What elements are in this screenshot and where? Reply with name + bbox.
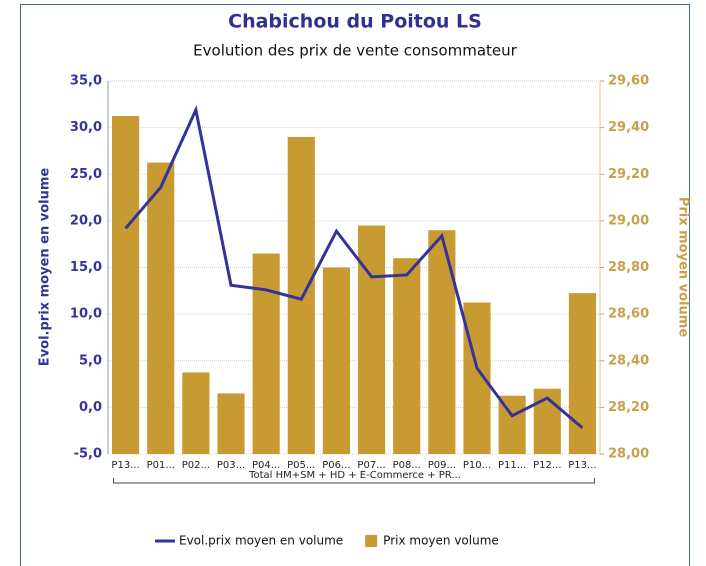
x-tick-label: P02... <box>182 460 210 471</box>
bar <box>147 162 175 454</box>
bar <box>217 393 245 454</box>
x-tick-label: P12... <box>533 460 561 471</box>
bar <box>322 267 350 454</box>
x-tick-label: P01... <box>147 460 175 471</box>
chart-title: Chabichou du Poitou LS <box>228 11 482 33</box>
y2-axis-label: Prix moyen volume <box>676 197 691 338</box>
y-tick-label: 30,0 <box>70 120 102 135</box>
x-tick-label: P13... <box>111 460 139 471</box>
x-tick-label: P11... <box>498 460 526 471</box>
group-label: Total HM+SM + HD + E-Commerce + PR... <box>248 470 461 481</box>
y2-tick-label: 29,40 <box>608 120 649 135</box>
y-tick-label: 10,0 <box>70 307 102 322</box>
y-tick-label: 5,0 <box>79 353 102 368</box>
y2-tick-label: 28,00 <box>608 447 649 462</box>
y2-tick-label: 28,60 <box>608 307 649 322</box>
y-tick-label: 35,0 <box>70 74 102 89</box>
bar <box>182 372 210 454</box>
x-tick-label: P04... <box>252 460 280 471</box>
line <box>124 105 584 430</box>
y2-tick-label: 29,20 <box>608 167 649 182</box>
y2-tick-label: 28,20 <box>608 400 649 415</box>
legend-swatch <box>365 535 378 547</box>
y2-tick-label: 29,00 <box>608 213 649 228</box>
x-tick-label: P07... <box>357 460 385 471</box>
x-tick-label: P05... <box>287 460 315 471</box>
bar <box>358 225 386 454</box>
y2-tick-label: 29,60 <box>608 74 649 89</box>
bar <box>112 115 140 454</box>
y-tick-label: 20,0 <box>70 213 102 228</box>
bar <box>568 293 596 454</box>
x-tick-label: P08... <box>393 460 421 471</box>
y2-tick-label: 28,80 <box>608 260 649 275</box>
y-axis-label: Evol.prix moyen en volume <box>38 168 53 367</box>
x-tick-label: P13... <box>568 460 596 471</box>
y-tick-label: 25,0 <box>70 167 102 182</box>
y-tick-label: 15,0 <box>70 260 102 275</box>
group-bracket <box>113 478 595 484</box>
x-tick-label: P09... <box>428 460 456 471</box>
x-tick-label: P10... <box>463 460 491 471</box>
bar <box>393 258 421 454</box>
x-tick-label: P03... <box>217 460 245 471</box>
legend-label: Prix moyen volume <box>383 534 499 548</box>
bar <box>463 302 491 454</box>
y2-tick-label: 28,40 <box>608 353 649 368</box>
bar <box>428 230 456 454</box>
y-tick-label: 0,0 <box>79 400 102 415</box>
frame <box>20 4 690 566</box>
legend-label: Evol.prix moyen en volume <box>179 534 343 548</box>
chart-subtitle: Evolution des prix de vente consommateur <box>193 42 518 60</box>
bar <box>252 253 280 454</box>
x-tick-label: P06... <box>322 460 350 471</box>
y-tick-label: -5,0 <box>74 447 102 462</box>
